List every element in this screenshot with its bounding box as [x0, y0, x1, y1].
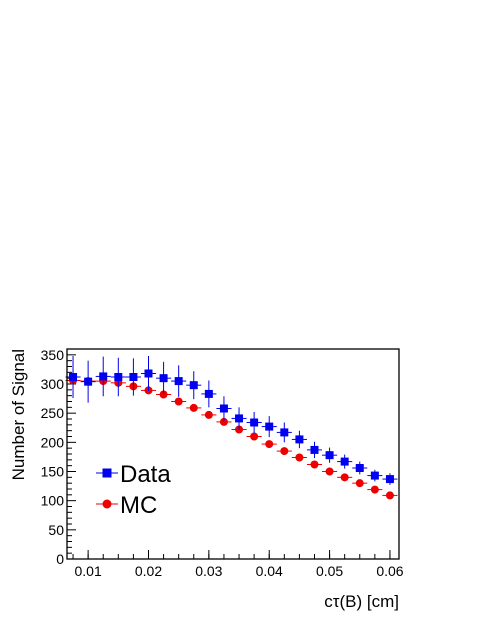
y-tick-label: 250: [41, 405, 65, 421]
mc-point: [325, 467, 334, 476]
data-point: [219, 404, 228, 413]
data-point: [265, 422, 274, 431]
y-tick-label: 0: [56, 551, 64, 567]
data-point: [325, 451, 334, 460]
data-point: [310, 445, 319, 454]
data-point: [340, 457, 349, 466]
data-point: [355, 464, 364, 472]
mc-point: [250, 432, 259, 441]
data-point: [235, 414, 244, 423]
mc-point: [219, 417, 228, 426]
data-point: [189, 381, 198, 390]
series-layer: [65, 356, 398, 500]
data-point: [280, 428, 289, 437]
legend-data-marker: [102, 468, 112, 478]
mc-point: [174, 397, 183, 406]
data-point: [129, 373, 138, 381]
y-tick-label: 350: [41, 347, 65, 363]
mc-point: [280, 447, 289, 456]
x-tick-label: 0.02: [135, 563, 162, 579]
y-tick-label: 50: [48, 522, 64, 538]
legend-mc-marker: [102, 499, 112, 509]
plot-frame: [66, 348, 400, 560]
x-tick-label: 0.04: [256, 563, 283, 579]
data-point: [159, 374, 168, 383]
mc-point: [310, 460, 319, 469]
series-mc: [65, 376, 398, 500]
mc-point: [189, 403, 198, 412]
legend-entry-data: Data: [96, 461, 171, 488]
y-axis-title: Number of Signal: [9, 349, 28, 480]
data-point: [370, 471, 379, 480]
mc-point: [370, 485, 379, 494]
data-point: [99, 372, 108, 381]
data-point: [295, 435, 304, 444]
legend-data-label: Data: [120, 461, 171, 488]
y-tick-label: 150: [41, 464, 65, 480]
data-point: [174, 377, 183, 386]
mc-point: [340, 473, 349, 482]
y-tick-label: 300: [41, 376, 65, 392]
x-tick-label: 0.01: [75, 563, 102, 579]
mc-point: [355, 479, 364, 488]
series-data: [65, 356, 398, 485]
labels-layer: cτ(B) [cm] Number of Signal 0.01 0.02 0.03…: [9, 347, 404, 611]
y-tick-label: 200: [41, 434, 65, 450]
data-point: [144, 369, 153, 378]
data-point: [250, 418, 259, 427]
mc-point: [295, 453, 304, 462]
data-point: [84, 377, 93, 386]
x-axis-title: cτ(B) [cm]: [324, 592, 399, 611]
data-point: [114, 373, 123, 381]
mc-point: [265, 440, 274, 449]
x-tick-label: 0.06: [376, 563, 403, 579]
data-point: [385, 475, 394, 484]
data-point: [69, 373, 78, 381]
legend-mc-label: MC: [120, 492, 157, 519]
x-tick-label: 0.05: [316, 563, 343, 579]
legend-entry-mc: MC: [96, 492, 157, 519]
y-tick-label: 100: [41, 493, 65, 509]
mc-point: [204, 410, 213, 419]
legend: Data MC: [96, 461, 171, 519]
data-point: [204, 389, 213, 398]
mc-point: [385, 491, 394, 500]
x-tick-label: 0.03: [195, 563, 222, 579]
